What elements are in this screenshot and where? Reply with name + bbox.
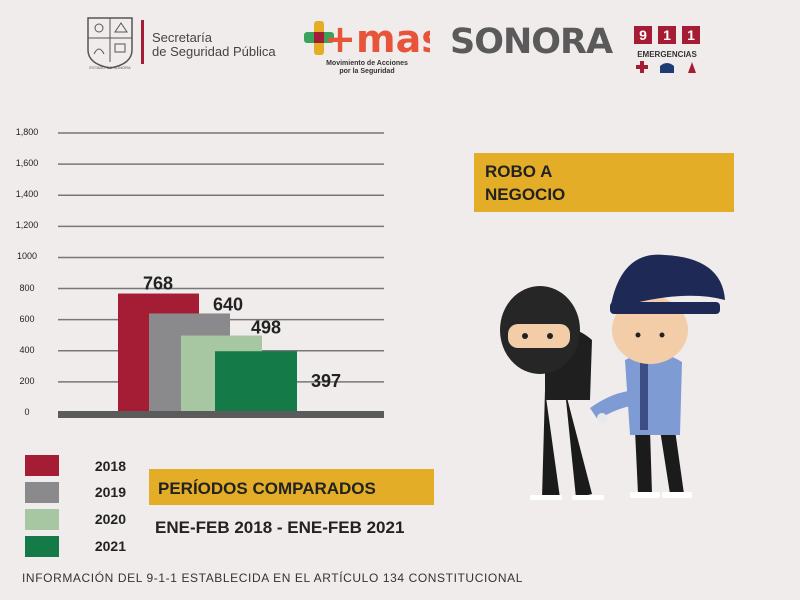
mas-subtitle-line2: por la Seguridad	[339, 68, 395, 75]
emergency-digit-2: 1	[658, 26, 676, 44]
y-tick-label: 1,400	[15, 189, 39, 200]
legend-swatch-2018	[25, 455, 59, 476]
mas-logo: +mas	[304, 18, 430, 58]
mas-wordmark: +mas	[324, 18, 430, 58]
value-label-2019: 640	[213, 294, 243, 314]
y-tick-label: 600	[19, 313, 35, 324]
seal-caption: ESTADO DE SONORA	[89, 65, 131, 70]
legend-label-2020: 2020	[94, 511, 126, 527]
emergency-digit-1: 9	[634, 26, 652, 44]
emergency-label: EMERGENCIAS	[637, 50, 697, 59]
bar-2021	[215, 351, 297, 413]
y-tick-label: 1,200	[15, 220, 39, 231]
legend-swatch-2020	[25, 509, 59, 530]
legend-label-2019: 2019	[94, 484, 126, 500]
y-tick-label: 200	[19, 375, 35, 386]
crime-type-line2: NEGOCIO	[485, 185, 566, 204]
y-tick-label: 0	[24, 407, 30, 417]
y-tick-label: 800	[19, 282, 35, 293]
legend-label-2018: 2018	[94, 458, 126, 474]
y-tick-label: 1,800	[15, 127, 39, 137]
period-range: ENE-FEB 2018 - ENE-FEB 2021	[155, 518, 405, 537]
footer-note: INFORMACIÓN DEL 9-1-1 ESTABLECIDA EN EL …	[22, 571, 523, 585]
ssp-name-line1: Secretaría	[152, 30, 212, 45]
emergency-services-icons	[636, 61, 696, 73]
bar-chart: 768 640 498 397	[58, 132, 384, 418]
state-seal-logo: ESTADO DE SONORA	[87, 17, 133, 70]
legend-swatch-2019	[25, 482, 59, 503]
periods-title: PERÍODOS COMPARADOS	[158, 479, 376, 498]
periods-banner	[149, 469, 434, 505]
header-divider	[141, 20, 144, 64]
ssp-name-line2: de Seguridad Pública	[152, 44, 276, 59]
legend-label-2021: 2021	[94, 538, 126, 554]
x-axis-baseline	[58, 411, 384, 418]
crime-type-line1: ROBO A	[485, 162, 553, 181]
value-label-2020: 498	[251, 318, 281, 338]
value-label-2021: 397	[311, 371, 341, 391]
thief-figure	[500, 286, 604, 500]
y-tick-label: 1000	[16, 251, 38, 262]
y-tick-label: 400	[19, 344, 35, 355]
legend-swatch-2021	[25, 536, 59, 557]
emergency-digit-3: 1	[682, 26, 700, 44]
mas-subtitle-line1: Movimiento de Acciones	[326, 60, 408, 67]
police-figure	[590, 254, 725, 498]
crime-type-banner	[474, 153, 734, 212]
value-label-2018: 768	[143, 274, 173, 294]
sonora-logo: SONORA	[450, 22, 613, 62]
y-tick-label: 1,600	[15, 158, 39, 169]
police-arrest-illustration	[500, 254, 725, 500]
